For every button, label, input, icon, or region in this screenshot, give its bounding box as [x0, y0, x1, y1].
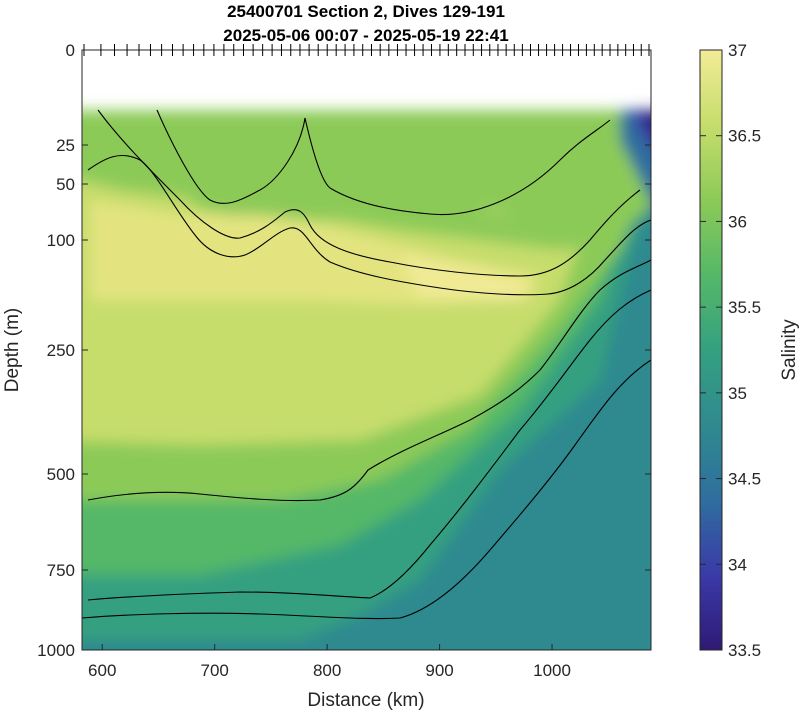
colorbar-tick-label: 36: [728, 212, 747, 231]
distance-axis: 600 700 800 900 1000: [88, 644, 571, 680]
distance-tick-label: 800: [313, 661, 341, 680]
distance-tick-label: 1000: [533, 661, 571, 680]
chart-subtitle: 2025-05-06 00:07 - 2025-05-19 22:41: [223, 26, 508, 45]
contour-line-36-6: [97, 109, 641, 277]
depth-tick-label: 50: [56, 175, 75, 194]
depth-axis: 0 25 50 100 250 500 750 1000: [37, 41, 651, 660]
depth-tick-label: 250: [47, 341, 75, 360]
field-region-core-east: [640, 112, 651, 132]
contour-line-35: [82, 359, 651, 620]
salinity-field: [82, 110, 651, 650]
depth-tick-label: 25: [56, 136, 75, 155]
field-region-36-top: [150, 110, 651, 250]
colorbar-tick-label: 33.5: [728, 641, 761, 660]
dive-markers: [83, 44, 650, 56]
distance-tick-label: 600: [88, 661, 116, 680]
distance-tick-label: 700: [201, 661, 229, 680]
chart-title: 25400701 Section 2, Dives 129-191: [227, 2, 505, 21]
contour-line-36-5: [87, 155, 651, 296]
y-axis-label: Depth (m): [2, 308, 23, 392]
colorbar-ticks: 33.5 34 34.5 35 35.5 36 36.5 37: [700, 41, 761, 660]
field-region-36-7: [400, 255, 530, 300]
colorbar-tick-label: 34.5: [728, 470, 761, 489]
depth-tick-label: 500: [47, 465, 75, 484]
colorbar: 33.5 34 34.5 35 35.5 36 36.5 37 Salinity: [699, 41, 800, 660]
depth-tick-label: 0: [66, 41, 75, 60]
colorbar-label: Salinity: [779, 319, 800, 381]
depth-tick-label: 750: [47, 561, 75, 580]
colorbar-tick-label: 37: [728, 41, 747, 60]
colorbar-gradient: [699, 49, 723, 651]
colorbar-tick-label: 35.5: [728, 298, 761, 317]
colorbar-tick-label: 35: [728, 384, 747, 403]
x-axis-label: Distance (km): [307, 690, 424, 711]
distance-tick-label: 900: [425, 661, 453, 680]
depth-tick-label: 100: [47, 231, 75, 250]
depth-tick-label: 1000: [37, 641, 75, 660]
contour-line-36: [87, 259, 651, 502]
contour-lines: [82, 109, 651, 620]
colorbar-tick-label: 34: [728, 555, 747, 574]
colorbar-tick-label: 36.5: [728, 127, 761, 146]
contour-line-36-7: [156, 109, 611, 216]
contour-line-35-5: [87, 289, 651, 601]
plot-area: 0 25 50 100 250 500 750 1000 600 700 800 900 1000: [37, 41, 652, 680]
